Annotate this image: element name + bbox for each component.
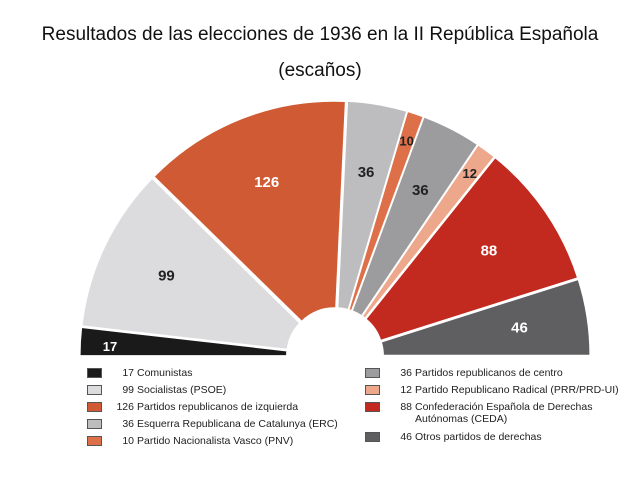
legend-label: Partido Nacionalista Vasco (PNV) — [137, 435, 294, 447]
legend-label: Socialistas (PSOE) — [137, 384, 227, 396]
legend-item-comunistas: 17 Comunistas — [87, 367, 357, 384]
data-label-1: 99 — [158, 268, 175, 285]
hemicycle-segment-2 — [152, 100, 347, 323]
legend-item-ceda: 88 Confederación Española de Derechas Au… — [365, 401, 635, 431]
data-label-2: 126 — [254, 174, 279, 191]
legend-swatch — [365, 368, 380, 378]
legend-value: 36 — [122, 418, 134, 430]
data-label-8: 46 — [511, 319, 528, 336]
chart-title: Resultados de las elecciones de 1936 en … — [41, 24, 599, 45]
legend-label: Otros partidos de derechas — [415, 431, 542, 443]
hemicycle-segment-7 — [364, 156, 579, 342]
hemicycle-segment-8 — [380, 278, 591, 357]
hemicycle-segment-6 — [361, 143, 496, 320]
data-label-4: 10 — [399, 133, 413, 148]
legend-value: 10 — [122, 435, 134, 447]
legend-value: 12 — [400, 384, 412, 396]
legend-value: 17 — [122, 367, 134, 379]
legend-right: 36 Partidos republicanos de centro 12 Pa… — [365, 367, 635, 448]
legend-swatch — [365, 432, 380, 442]
legend-swatch — [87, 436, 102, 446]
data-label-3: 36 — [358, 164, 375, 181]
legend-item-pnv: 10 Partido Nacionalista Vasco (PNV) — [87, 435, 357, 452]
legend-left: 17 Comunistas 99 Socialistas (PSOE) 126 … — [87, 367, 357, 452]
legend-swatch — [365, 402, 380, 412]
legend-value: 126 — [116, 401, 134, 413]
legend-item-radical: 12 Partido Republicano Radical (PRR/PRD-… — [365, 384, 635, 401]
data-label-7: 88 — [481, 242, 498, 259]
legend-item-centro: 36 Partidos republicanos de centro — [365, 367, 635, 384]
chart-subtitle: (escaños) — [278, 60, 362, 81]
legend-label: Comunistas — [137, 367, 193, 379]
legend-item-izquierda: 126 Partidos republicanos de izquierda — [87, 401, 357, 418]
legend-value: 88 — [400, 401, 412, 413]
legend-label: Partido Republicano Radical (PRR/PRD-UI) — [415, 384, 619, 396]
legend-swatch — [87, 385, 102, 395]
data-label-5: 36 — [412, 182, 429, 199]
legend-item-erc: 36 Esquerra Republicana de Catalunya (ER… — [87, 418, 357, 435]
legend-swatch — [87, 368, 102, 378]
legend-value: 36 — [400, 367, 412, 379]
legend-item-psoe: 99 Socialistas (PSOE) — [87, 384, 357, 401]
legend-swatch — [365, 385, 380, 395]
hemicycle-segment-1 — [80, 177, 302, 351]
legend-label: Esquerra Republicana de Catalunya (ERC) — [137, 418, 338, 430]
legend-swatch — [87, 402, 102, 412]
data-label-6: 12 — [463, 166, 477, 181]
legend-label: Confederación Española de Derechas Autón… — [415, 401, 593, 425]
legend-value: 99 — [122, 384, 134, 396]
hemicycle-segment-0 — [79, 326, 288, 357]
legend-label: Partidos republicanos de izquierda — [137, 401, 299, 413]
legend-value: 46 — [400, 431, 412, 443]
legend-swatch — [87, 419, 102, 429]
legend-label: Partidos republicanos de centro — [415, 367, 563, 379]
data-label-0: 17 — [103, 339, 117, 354]
legend-item-otros-derechas: 46 Otros partidos de derechas — [365, 431, 635, 448]
